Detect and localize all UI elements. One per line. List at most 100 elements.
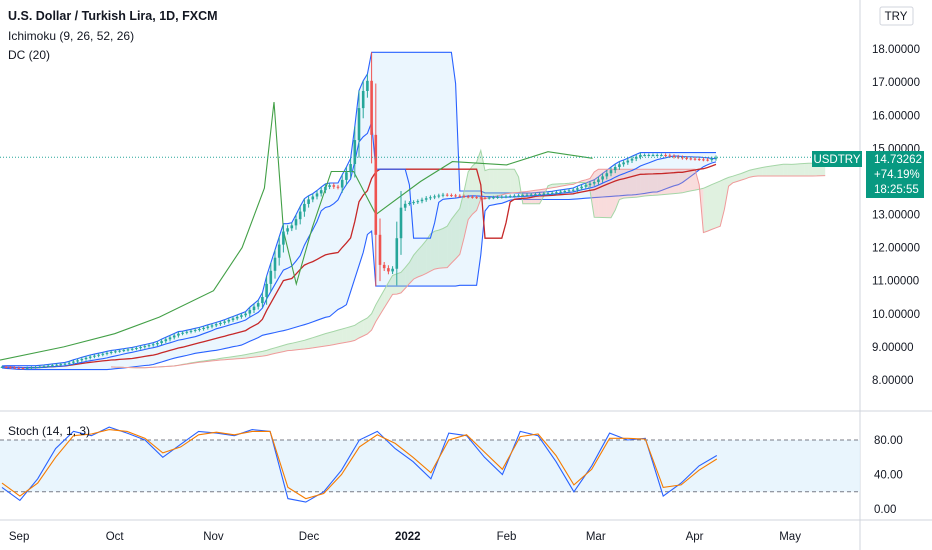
candle-body xyxy=(345,172,348,180)
candle-body xyxy=(487,197,491,199)
candle-body xyxy=(210,325,214,327)
currency-label-box xyxy=(879,6,914,26)
ichimoku-cloud-segment xyxy=(783,164,788,177)
candle-body xyxy=(706,159,709,161)
candle-body xyxy=(198,329,201,331)
ichimoku-cloud-segment xyxy=(329,331,334,346)
candle-body xyxy=(315,193,319,197)
ichimoku-cloud-segment xyxy=(758,167,763,177)
candle-body xyxy=(563,191,567,193)
candle-body xyxy=(227,319,231,322)
price-tick-label: 11.00000 xyxy=(872,276,919,288)
ichimoku-cloud-segment xyxy=(707,184,712,232)
ichimoku-cloud-segment xyxy=(443,226,448,268)
ichimoku-cloud-segment xyxy=(312,336,317,348)
ichimoku-cloud-segment xyxy=(808,163,813,177)
ichimoku-cloud-segment xyxy=(472,162,477,215)
candle-body xyxy=(609,170,613,174)
ichimoku-legend[interactable]: Ichimoku (9, 26, 52, 26) xyxy=(8,29,135,43)
ichimoku-cloud-segment xyxy=(732,174,737,183)
candle-body xyxy=(412,202,415,204)
ichimoku-cloud-segment xyxy=(779,164,784,177)
ichimoku-cloud-segment xyxy=(657,169,662,196)
stoch-band-fill xyxy=(0,440,860,492)
ichimoku-cloud-segment xyxy=(594,169,599,218)
ichimoku-cloud-segment xyxy=(548,184,553,189)
candle-body xyxy=(597,179,600,183)
candle-body xyxy=(172,335,176,338)
ichimoku-cloud-segment xyxy=(716,181,721,228)
candle-body xyxy=(458,195,462,197)
candle-body xyxy=(567,190,571,192)
ichimoku-cloud-segment xyxy=(489,169,494,198)
ichimoku-cloud-segment xyxy=(459,191,464,255)
candle-body xyxy=(710,158,714,160)
candle-body xyxy=(424,198,428,200)
candle-body xyxy=(147,345,151,347)
candle-body xyxy=(626,160,630,163)
candle-body xyxy=(660,154,663,156)
candle-body xyxy=(450,195,453,197)
ichimoku-cloud-segment xyxy=(388,275,393,302)
candle-body xyxy=(613,167,617,171)
ichimoku-cloud-segment xyxy=(606,169,611,218)
price-badge xyxy=(866,151,924,198)
candle-body xyxy=(370,80,373,135)
stoch-legend[interactable]: Stoch (14, 1, 3) xyxy=(8,424,91,438)
donchian-legend[interactable]: DC (20) xyxy=(8,48,51,62)
candle-body xyxy=(160,341,163,344)
candle-body xyxy=(357,108,361,141)
ichimoku-cloud-segment xyxy=(447,219,452,268)
candle-body xyxy=(185,331,189,333)
ichimoku-cloud-segment xyxy=(669,169,674,195)
price-tick-label: 10.00000 xyxy=(872,309,920,321)
time-tick-label: Apr xyxy=(686,531,704,543)
price-tick-label: 18.00000 xyxy=(872,44,920,56)
chart-title: U.S. Dollar / Turkish Lira, 1D, FXCM xyxy=(8,9,218,23)
ichimoku-cloud-segment xyxy=(430,231,435,272)
candle-body xyxy=(374,134,378,235)
candle-body xyxy=(240,315,243,317)
candle-body xyxy=(672,156,676,158)
ichimoku-cloud-segment xyxy=(396,272,401,295)
candle-body xyxy=(25,367,29,369)
candle-body xyxy=(592,182,596,184)
candle-body xyxy=(38,366,42,368)
candle-body xyxy=(118,350,121,352)
ichimoku-cloud-segment xyxy=(279,345,284,353)
ichimoku-cloud-segment xyxy=(623,169,628,199)
candle-body xyxy=(122,350,126,352)
ichimoku-cloud-segment xyxy=(422,240,427,276)
candle-body xyxy=(634,156,638,159)
candle-body xyxy=(391,268,394,272)
ichimoku-cloud-segment xyxy=(275,346,280,354)
candle-body xyxy=(643,154,646,156)
candle-body xyxy=(714,157,718,159)
candle-body xyxy=(231,318,235,320)
ichimoku-cloud-segment xyxy=(665,169,670,195)
donchian-lower-line xyxy=(1,161,717,371)
candle-body xyxy=(181,332,184,334)
candle-body xyxy=(475,197,478,199)
ichimoku-cloud-segment xyxy=(682,169,687,193)
ichimoku-cloud-segment xyxy=(506,169,511,194)
candle-body xyxy=(34,367,37,369)
candle-body xyxy=(130,348,134,350)
ichimoku-cloud-segment xyxy=(787,164,792,177)
candle-body xyxy=(143,346,147,348)
stoch-tick-label: 40.00 xyxy=(874,470,903,482)
candle-body xyxy=(483,197,487,199)
ichimoku-cloud-segment xyxy=(291,342,296,351)
ichimoku-cloud-segment xyxy=(728,176,733,187)
candle-body xyxy=(206,326,210,328)
currency-label-group[interactable]: TRY xyxy=(879,6,914,26)
candle-body xyxy=(177,333,180,336)
candle-body xyxy=(273,257,277,271)
ichimoku-cloud-segment xyxy=(632,169,637,198)
candle-body xyxy=(164,339,168,342)
candle-body xyxy=(618,164,621,168)
ichimoku-cloud-segment xyxy=(468,165,473,220)
candle-body xyxy=(576,188,579,190)
candle-body xyxy=(508,196,512,198)
